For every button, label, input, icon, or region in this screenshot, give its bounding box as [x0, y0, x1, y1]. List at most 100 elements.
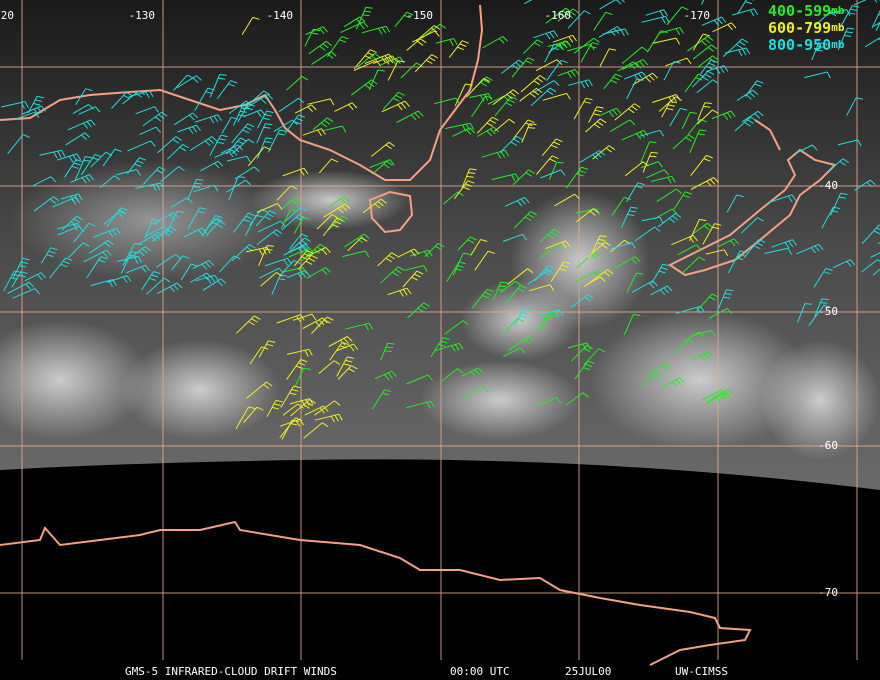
wind-barb: [692, 70, 715, 88]
wind-barb: [546, 59, 568, 81]
wind-barb: [692, 44, 718, 60]
wind-barb: [328, 196, 350, 208]
wind-barb: [565, 166, 589, 189]
wind-barb: [406, 374, 433, 385]
wind-barb: [135, 106, 160, 115]
wind-barb: [32, 176, 57, 187]
wind-barb: [545, 240, 571, 250]
wind-barb: [830, 192, 848, 216]
wind-barb: [305, 26, 328, 35]
wind-barb: [323, 203, 351, 218]
wind-barb: [536, 155, 559, 175]
wind-barb: [231, 123, 255, 144]
wind-barb: [228, 176, 246, 200]
wind-barb: [611, 196, 631, 216]
wind-barb: [673, 191, 693, 211]
wind-barb: [482, 36, 509, 49]
wind-barb: [273, 119, 298, 133]
wind-barb: [361, 25, 391, 35]
wind-barb: [499, 280, 522, 294]
wind-barb: [78, 106, 101, 115]
wind-barb: [306, 246, 331, 258]
wind-barb: [241, 16, 260, 35]
wind-barb: [576, 208, 599, 223]
wind-barb: [187, 178, 204, 201]
wind-barb: [318, 360, 341, 374]
wind-barb: [646, 169, 670, 179]
wind-barb: [573, 97, 593, 120]
clouds: [0, 160, 880, 460]
wind-barb: [60, 193, 83, 203]
wind-barb: [441, 368, 464, 382]
wind-barb: [88, 239, 114, 254]
wind-barb: [344, 322, 373, 331]
wind-barb: [626, 272, 644, 293]
wind-barb: [530, 87, 557, 106]
wind-barb: [362, 198, 387, 214]
wind-barb: [83, 249, 112, 263]
wind-barb: [599, 107, 622, 118]
wind-barb: [157, 136, 182, 154]
wind-barb: [374, 370, 397, 381]
wind-barb: [617, 61, 639, 72]
wind-barb: [415, 25, 441, 42]
wind-barb: [469, 93, 493, 102]
legend-unit: mb: [831, 38, 845, 51]
wind-barb: [811, 42, 826, 61]
wind-barb: [797, 303, 813, 323]
longitude-label: -170: [684, 9, 711, 22]
wind-barb: [864, 37, 880, 48]
wind-barb: [621, 59, 649, 70]
wind-barb: [195, 114, 223, 124]
wind-barb: [873, 22, 880, 27]
wind-barb: [814, 298, 829, 317]
wind-barb: [492, 281, 508, 301]
wind-barb: [614, 256, 641, 269]
wind-barb: [286, 348, 313, 357]
wind-barb: [22, 105, 47, 115]
wind-barb: [641, 372, 662, 386]
wind-barb: [521, 123, 537, 143]
wind-barb: [568, 79, 593, 89]
wind-barb: [280, 197, 301, 211]
wind-barb: [126, 264, 150, 274]
wind-barb: [235, 406, 256, 429]
wind-barb: [308, 40, 333, 55]
wind-barb: [244, 90, 271, 108]
wind-barb: [690, 177, 719, 190]
longitude-label: -150: [407, 9, 434, 22]
wind-barb: [256, 137, 273, 160]
wind-barb: [688, 218, 707, 242]
wind-barb: [854, 179, 876, 191]
longitude-label: -140: [267, 9, 294, 22]
wind-barb: [536, 309, 564, 318]
wind-barb: [370, 141, 395, 157]
wind-barb: [727, 250, 748, 274]
wind-barb: [548, 40, 571, 54]
footer-date: 25JUL00: [565, 665, 611, 678]
wind-barb: [744, 239, 766, 259]
wind-barb: [808, 304, 831, 327]
wind-barb: [571, 345, 594, 362]
wind-barb: [539, 313, 559, 331]
wind-barb: [567, 10, 591, 29]
wind-barb: [7, 281, 35, 294]
wind-barb: [247, 146, 272, 167]
wind-barb: [837, 139, 862, 147]
wind-barb: [294, 367, 311, 387]
wind-barb: [220, 144, 243, 154]
wind-barb: [394, 11, 414, 28]
wind-barb: [142, 111, 168, 127]
wind-barb: [402, 270, 424, 288]
wind-barb: [645, 9, 668, 18]
wind-barb: [697, 109, 719, 125]
wind-barb: [347, 237, 368, 252]
wind-barb: [115, 169, 141, 176]
wind-barb: [371, 389, 392, 410]
wind-barb: [631, 280, 658, 293]
wind-barb: [461, 168, 477, 190]
wind-barb: [430, 337, 450, 358]
wind-barb: [160, 166, 185, 182]
wind-barb: [681, 256, 706, 274]
wind-barb: [64, 159, 83, 178]
